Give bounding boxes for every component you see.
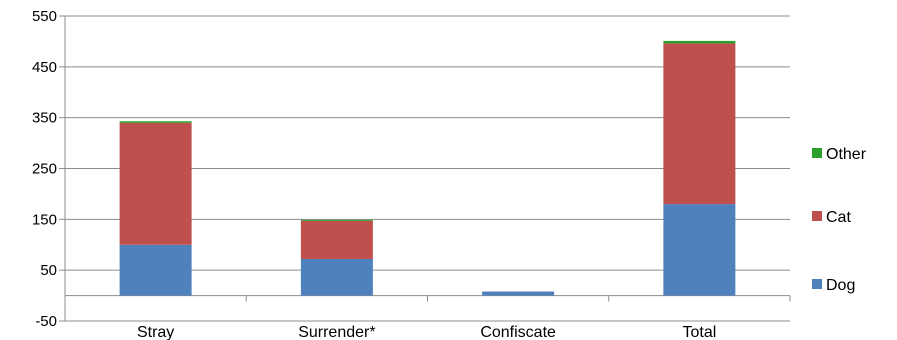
legend-swatch-cat bbox=[812, 211, 822, 221]
x-tick-label: Surrender* bbox=[298, 324, 375, 340]
bar-dog-stray bbox=[119, 244, 192, 296]
bar-dog-surrender bbox=[300, 258, 373, 296]
legend-label-other: Other bbox=[826, 146, 867, 163]
legend-label-dog: Dog bbox=[826, 277, 855, 294]
legend-swatch-other bbox=[812, 148, 822, 158]
x-tick-label: Confiscate bbox=[480, 324, 556, 340]
bar-dog-confiscate bbox=[482, 291, 555, 296]
y-tick-label: 350 bbox=[32, 110, 57, 127]
bar-cat-surrender bbox=[300, 220, 373, 259]
y-tick-label: 550 bbox=[32, 8, 57, 25]
bar-other-total bbox=[663, 40, 736, 44]
bar-cat-total bbox=[663, 43, 736, 205]
bar-cat-stray bbox=[119, 122, 192, 245]
y-tick-label: -50 bbox=[35, 313, 57, 330]
legend-label-cat: Cat bbox=[826, 209, 851, 226]
y-tick-label: 150 bbox=[32, 211, 57, 228]
y-tick-label: 450 bbox=[32, 59, 57, 76]
bar-other-surrender bbox=[300, 219, 373, 221]
x-tick-label: Total bbox=[682, 324, 716, 340]
y-tick-label: 50 bbox=[40, 262, 57, 279]
bar-other-stray bbox=[119, 121, 192, 123]
y-tick-label: 250 bbox=[32, 161, 57, 178]
legend-swatch-dog bbox=[812, 279, 822, 289]
bar-dog-total bbox=[663, 204, 736, 296]
x-tick-label: Stray bbox=[137, 324, 174, 340]
